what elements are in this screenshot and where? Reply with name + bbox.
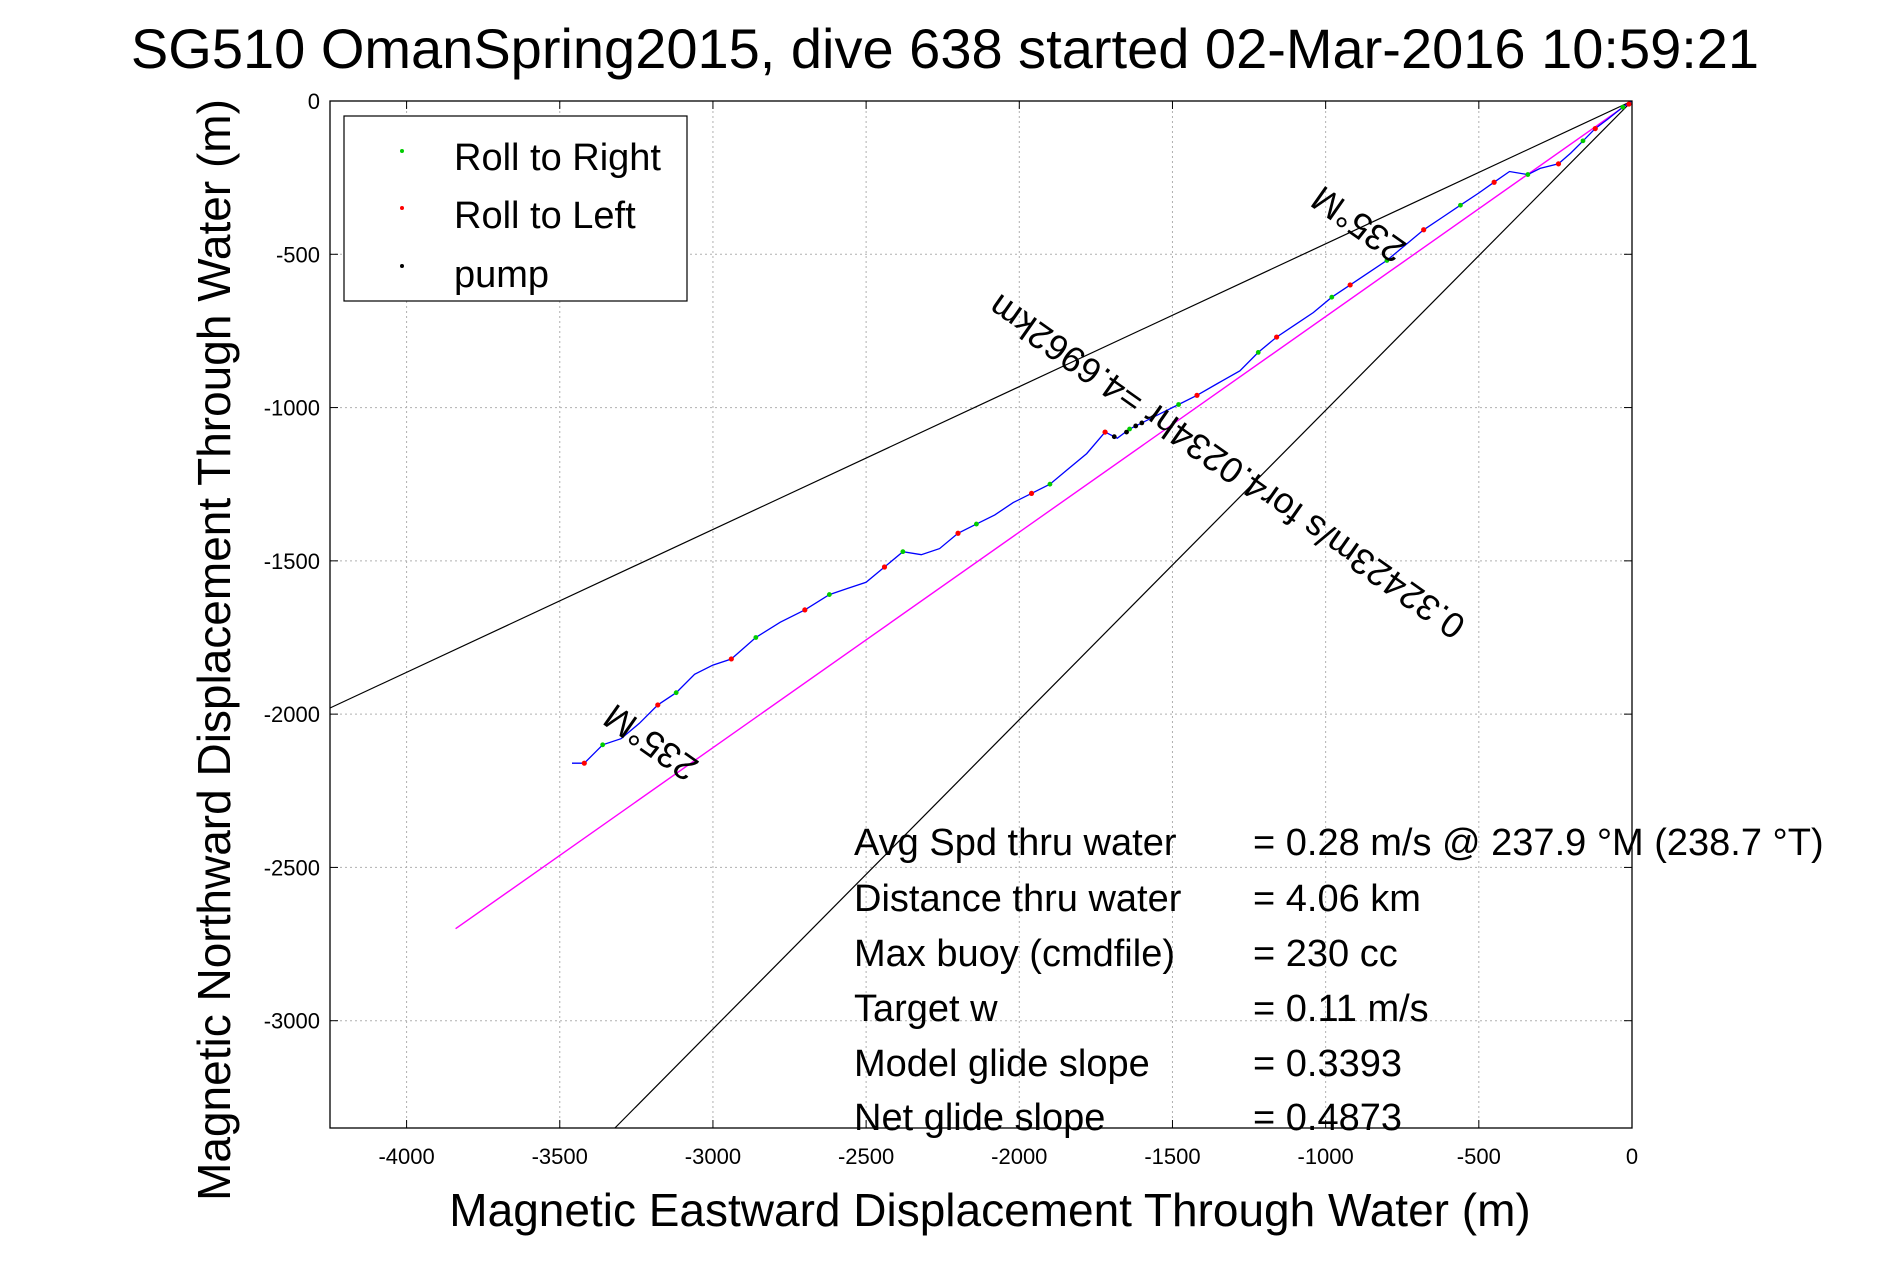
y-tick-label: -2500 — [264, 855, 320, 880]
x-tick-label: -4000 — [378, 1144, 434, 1169]
roll-left-marker — [1555, 161, 1562, 167]
roll-left-marker — [955, 530, 961, 536]
stat-value-max-buoy: = 230 cc — [1253, 933, 1398, 975]
stat-label-model-glide: Model glide slope — [854, 1043, 1150, 1085]
y-tick-label: -1000 — [264, 396, 320, 421]
net-displacement-line — [455, 100, 1633, 930]
roll-right-marker — [753, 635, 759, 640]
roll-right-marker — [1384, 258, 1390, 263]
roll-right-marker — [1255, 349, 1261, 355]
x-tick-label: -1000 — [1298, 1144, 1354, 1169]
y-tick-label: -1500 — [264, 549, 320, 574]
roll-right-marker — [1458, 202, 1463, 208]
roll-left-marker — [655, 702, 661, 708]
roll-right-marker — [974, 521, 979, 527]
roll-right-marker — [1047, 481, 1053, 487]
roll-right-marker — [600, 742, 606, 748]
stat-label-target-w: Target w — [854, 988, 998, 1030]
x-tick-label: -3000 — [685, 1144, 741, 1169]
stat-label-max-buoy: Max buoy (cmdfile) — [854, 933, 1175, 975]
roll-left-marker — [1194, 392, 1200, 398]
plot-frame — [329, 100, 1633, 1129]
roll-left-marker — [1347, 282, 1353, 288]
legend-label-roll-right: Roll to Right — [454, 137, 661, 179]
heading-bound-line — [614, 100, 1633, 1129]
stat-value-distance: = 4.06 km — [1253, 878, 1421, 920]
roll-left-marker — [802, 607, 808, 613]
roll-left-marker — [1102, 429, 1108, 435]
roll-right-marker — [1580, 138, 1586, 144]
x-axis-label: Magnetic Eastward Displacement Through W… — [449, 1184, 1530, 1236]
track-markers — [581, 101, 1632, 766]
roll-right-marker — [826, 592, 832, 597]
stat-value-avg-speed: = 0.28 m/s @ 237.9 °M (238.7 °T) — [1253, 822, 1824, 864]
roll-right-marker — [1329, 294, 1335, 300]
roll-right-marker — [673, 690, 679, 696]
legend-marker-roll-right — [400, 149, 404, 153]
legend-marker-pump — [400, 264, 404, 268]
y-tick-label: -3000 — [264, 1009, 320, 1034]
pump-marker — [1124, 429, 1129, 435]
roll-left-marker — [1421, 227, 1427, 233]
roll-left-marker — [1028, 490, 1035, 497]
stat-label-avg-speed: Avg Spd thru water — [854, 822, 1177, 864]
reference-lines — [329, 100, 1633, 1129]
y-tick-label: -500 — [276, 242, 320, 267]
stat-value-target-w: = 0.11 m/s — [1253, 988, 1429, 1030]
stat-label-distance: Distance thru water — [854, 878, 1182, 920]
dive-stats: Avg Spd thru water = 0.28 m/s @ 237.9 °M… — [854, 822, 1824, 1139]
legend-marker-roll-left — [400, 206, 404, 210]
x-tick-label: -3500 — [532, 1144, 588, 1169]
roll-right-marker — [1620, 104, 1626, 110]
y-tick-label: 0 — [308, 89, 320, 114]
x-tick-label: -2500 — [838, 1144, 894, 1169]
pump-marker — [1133, 423, 1139, 429]
roll-left-marker — [1626, 101, 1632, 107]
roll-left-marker — [1491, 179, 1497, 185]
y-tick-label: -2000 — [264, 702, 320, 727]
roll-left-marker — [881, 564, 888, 570]
roll-left-marker — [1592, 125, 1598, 132]
pump-marker — [1111, 434, 1117, 440]
roll-right-marker — [900, 549, 906, 555]
roll-right-marker — [1525, 172, 1531, 177]
axis-ticks: -4000 -3500 -3000 -2500 -2000 -1500 -1000 -500 0… — [264, 89, 1638, 1169]
chart-title: SG510 OmanSpring2015, dive 638 started 0… — [131, 17, 1759, 80]
legend: Roll to Right Roll to Left pump — [343, 115, 688, 302]
x-tick-label: -500 — [1457, 1144, 1501, 1169]
heading-bound-line — [329, 100, 1633, 709]
y-axis-label: Magnetic Northward Displacement Through … — [188, 99, 240, 1201]
roll-left-marker — [728, 656, 734, 662]
pump-marker — [1139, 420, 1145, 426]
stat-label-net-glide: Net glide slope — [854, 1097, 1105, 1139]
stat-value-model-glide: = 0.3393 — [1253, 1043, 1402, 1085]
roll-left-marker — [581, 760, 587, 766]
roll-right-marker — [1176, 402, 1181, 407]
x-tick-label: 0 — [1626, 1144, 1638, 1169]
roll-left-marker — [1274, 334, 1280, 340]
roll-right-marker — [1127, 426, 1132, 432]
stat-value-net-glide: = 0.4873 — [1253, 1097, 1402, 1139]
x-tick-label: -2000 — [991, 1144, 1047, 1169]
legend-label-roll-left: Roll to Left — [454, 195, 636, 237]
legend-label-pump: pump — [454, 254, 549, 296]
x-tick-label: -1500 — [1144, 1144, 1200, 1169]
